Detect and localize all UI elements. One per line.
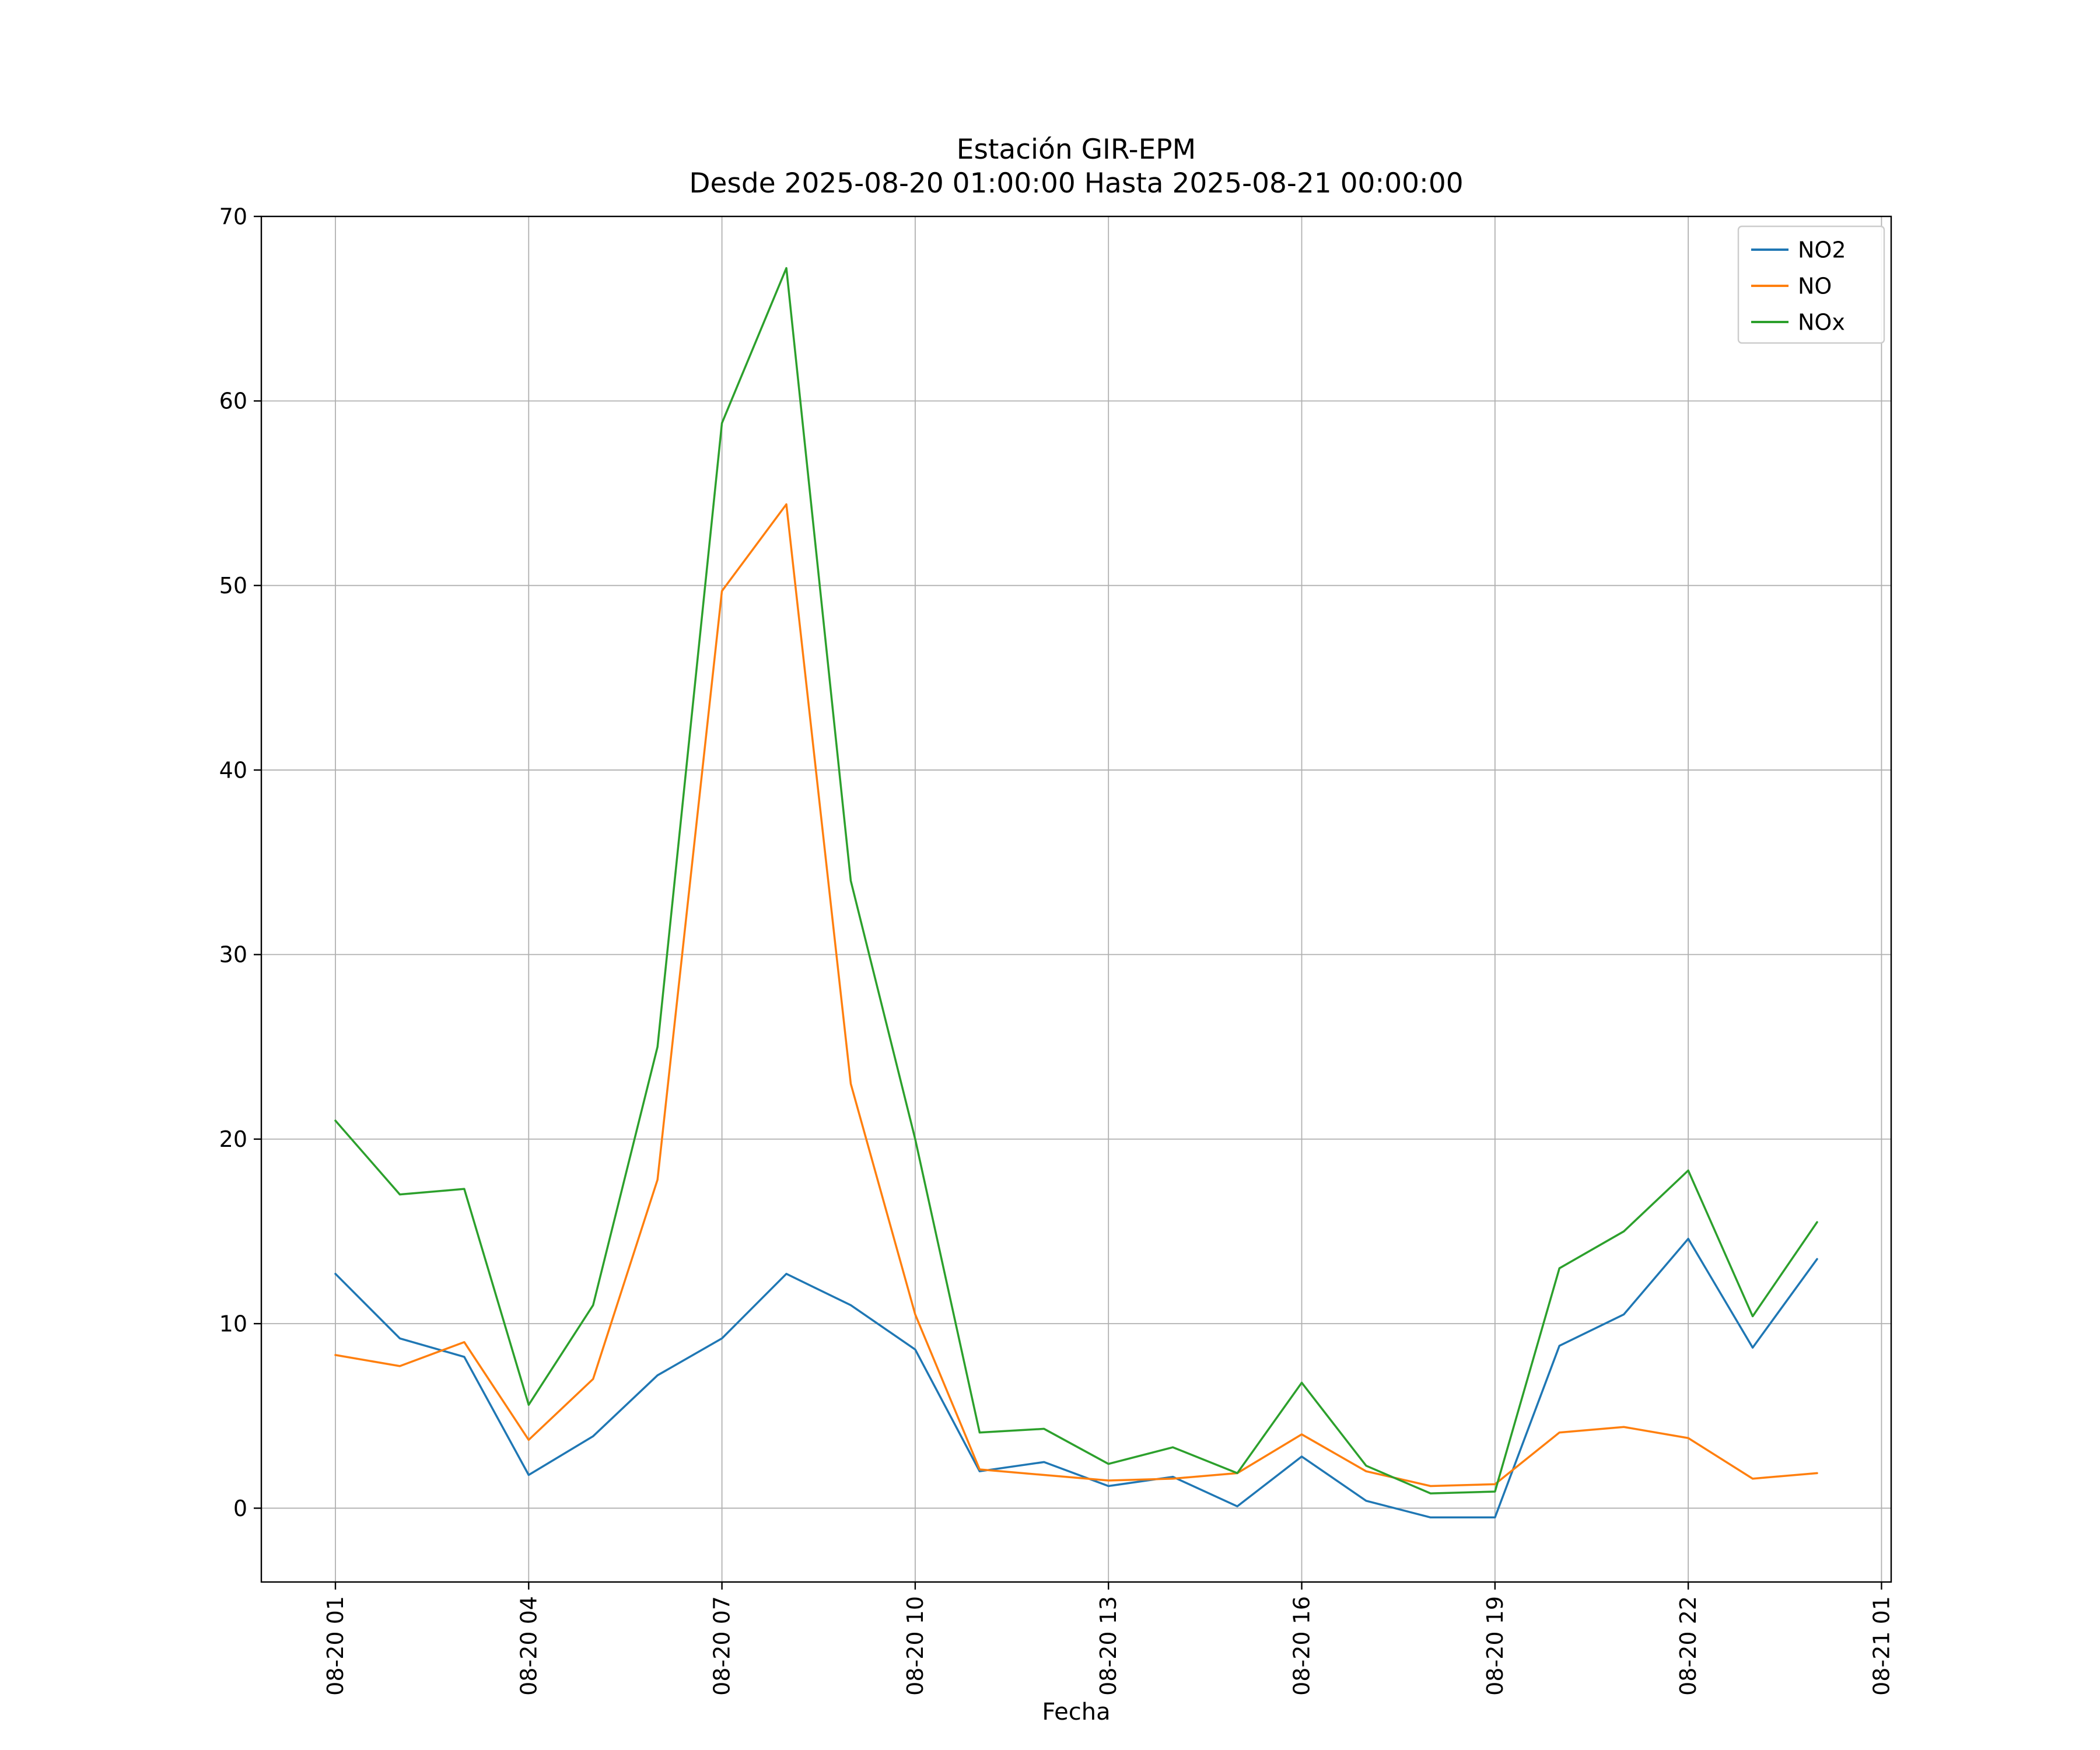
x-tick-label: 08-20 13 [1096,1596,1121,1696]
y-tick-label: 50 [219,573,247,598]
y-tick-label: 0 [233,1496,247,1521]
series-line-NO [334,503,1818,1488]
legend-box [1737,225,1885,344]
y-tick-label: 40 [219,757,247,783]
x-tick-label: 08-20 01 [323,1596,348,1696]
plot-border [260,215,1892,1583]
x-tick-label: 08-20 10 [902,1596,928,1696]
legend-label-NOx: NOx [1798,309,1845,335]
legend-label-NO: NO [1798,273,1832,299]
y-tick-label: 30 [219,942,247,968]
y-tick-label: 10 [219,1311,247,1336]
x-tick-label: 08-20 07 [709,1596,735,1696]
x-tick-label: 08-20 19 [1482,1596,1508,1696]
x-tick-label: 08-21 01 [1868,1596,1894,1696]
y-tick-label: 70 [219,204,247,229]
chart-title: Estación GIR-EPM [957,134,1196,166]
series-line-NO2 [334,1237,1818,1519]
chart-subtitle: Desde 2025-08-20 01:00:00 Hasta 2025-08-… [689,167,1463,200]
x-axis-label: Fecha [1042,1699,1110,1726]
x-tick-label: 08-20 04 [516,1596,541,1696]
series-line-NOx [334,267,1818,1494]
x-tick-label: 08-20 22 [1675,1596,1701,1696]
legend-label-NO2: NO2 [1798,237,1846,262]
x-tick-label: 08-20 16 [1289,1596,1315,1696]
y-tick-label: 60 [219,388,247,414]
y-tick-label: 20 [219,1126,247,1152]
